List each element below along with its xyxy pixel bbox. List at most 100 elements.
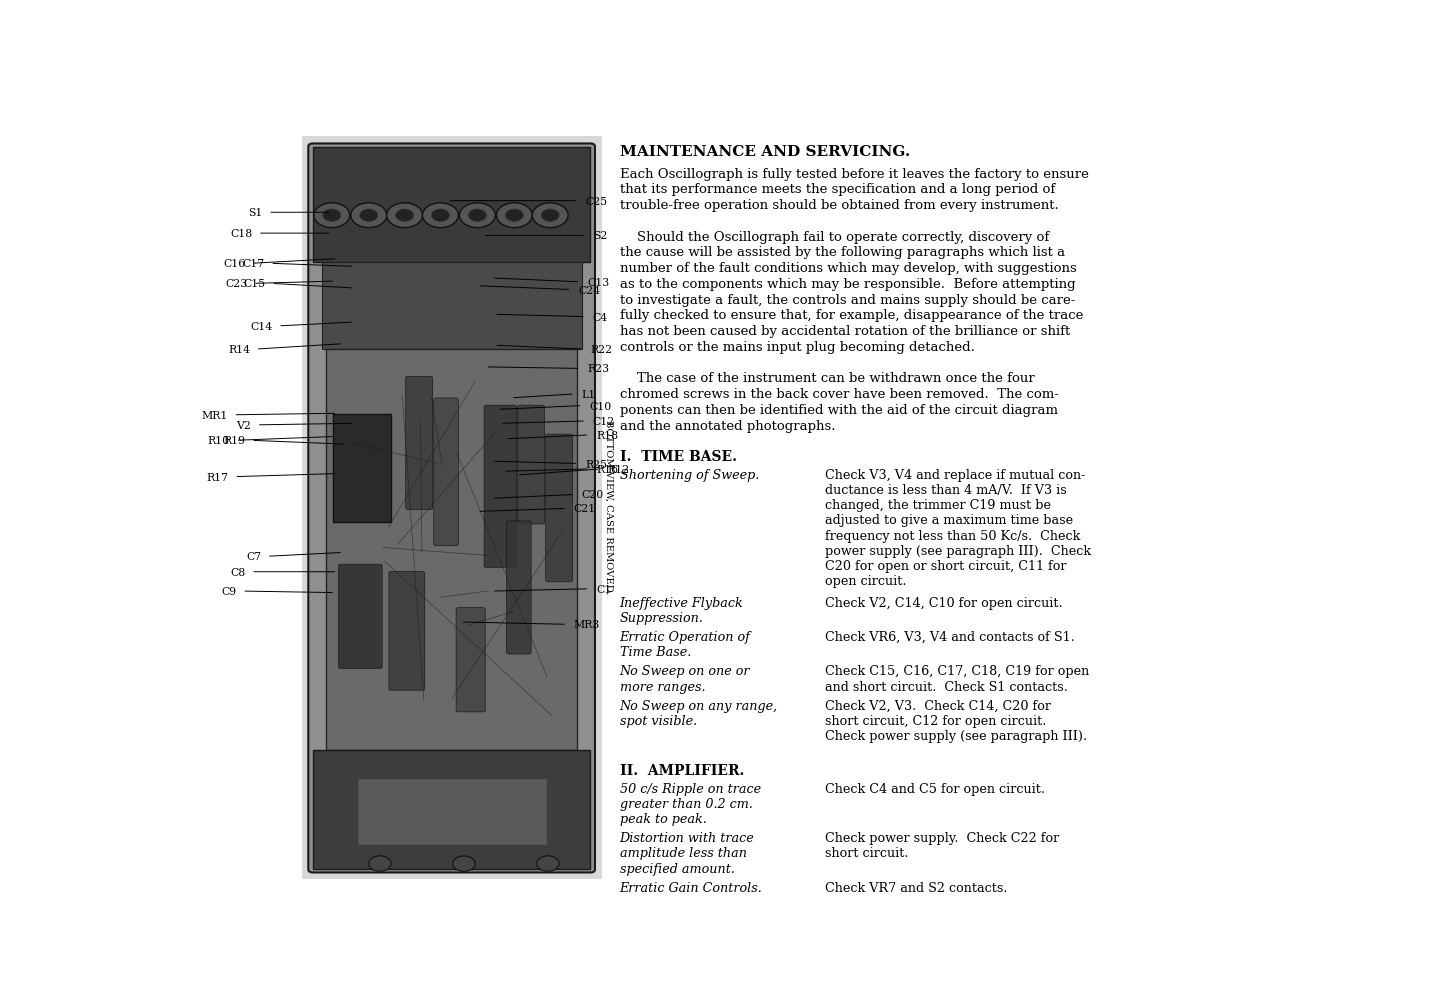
Text: MAINTENANCE AND SERVICING.: MAINTENANCE AND SERVICING. xyxy=(620,145,910,159)
Text: Check VR6, V3, V4 and contacts of S1.: Check VR6, V3, V4 and contacts of S1. xyxy=(825,631,1074,644)
Text: R23: R23 xyxy=(587,364,610,374)
Circle shape xyxy=(322,210,341,223)
Text: No Sweep on any range,: No Sweep on any range, xyxy=(620,699,777,712)
Text: L1: L1 xyxy=(581,389,595,399)
Text: Distortion with trace: Distortion with trace xyxy=(620,831,754,845)
Text: C25: C25 xyxy=(585,197,607,207)
Text: Erratic Operation of: Erratic Operation of xyxy=(620,631,750,644)
Text: II.  AMPLIFIER.: II. AMPLIFIER. xyxy=(620,763,744,777)
Text: C23: C23 xyxy=(225,279,249,289)
Text: C14: C14 xyxy=(250,322,273,332)
Text: C16: C16 xyxy=(224,259,246,269)
Text: C15: C15 xyxy=(244,279,266,289)
Text: changed, the trimmer C19 must be: changed, the trimmer C19 must be xyxy=(825,498,1051,512)
Text: R10: R10 xyxy=(208,436,230,446)
Bar xyxy=(332,414,392,523)
Text: C8: C8 xyxy=(230,567,246,577)
Circle shape xyxy=(387,204,422,229)
Bar xyxy=(312,147,591,263)
Text: MR1: MR1 xyxy=(201,410,228,420)
Text: C18: C18 xyxy=(230,229,253,239)
Text: R17: R17 xyxy=(207,472,228,482)
Text: chromed screws in the back cover have been removed.  The com-: chromed screws in the back cover have be… xyxy=(620,387,1059,400)
Text: Check V3, V4 and replace if mutual con-: Check V3, V4 and replace if mutual con- xyxy=(825,468,1085,481)
Text: specified amount.: specified amount. xyxy=(620,862,734,875)
Circle shape xyxy=(360,210,377,223)
Circle shape xyxy=(497,204,532,229)
Circle shape xyxy=(314,204,350,229)
Text: R25: R25 xyxy=(585,459,607,469)
Text: Suppression.: Suppression. xyxy=(620,612,704,625)
Circle shape xyxy=(368,856,392,872)
FancyBboxPatch shape xyxy=(308,144,595,873)
Text: fully checked to ensure that, for example, disappearance of the trace: fully checked to ensure that, for exampl… xyxy=(620,309,1082,322)
Bar xyxy=(357,779,546,845)
Text: short circuit, C12 for open circuit.: short circuit, C12 for open circuit. xyxy=(825,714,1046,727)
Text: R12: R12 xyxy=(607,464,630,474)
Text: ponents can then be identified with the aid of the circuit diagram: ponents can then be identified with the … xyxy=(620,403,1058,416)
Text: Each Oscillograph is fully tested before it leaves the factory to ensure: Each Oscillograph is fully tested before… xyxy=(620,168,1088,181)
FancyBboxPatch shape xyxy=(517,406,545,525)
Text: C12: C12 xyxy=(592,416,616,426)
Circle shape xyxy=(532,204,568,229)
FancyBboxPatch shape xyxy=(484,406,517,568)
FancyBboxPatch shape xyxy=(457,608,486,712)
Bar xyxy=(181,120,616,893)
Circle shape xyxy=(460,204,496,229)
Circle shape xyxy=(422,204,458,229)
Text: Check V2, C14, C10 for open circuit.: Check V2, C14, C10 for open circuit. xyxy=(825,597,1062,609)
Bar xyxy=(302,137,601,879)
Bar xyxy=(322,263,581,350)
Text: trouble-free operation should be obtained from every instrument.: trouble-free operation should be obtaine… xyxy=(620,199,1058,212)
Text: S2: S2 xyxy=(592,232,607,241)
Text: The case of the instrument can be withdrawn once the four: The case of the instrument can be withdr… xyxy=(620,372,1035,385)
FancyBboxPatch shape xyxy=(406,377,432,510)
Text: Check VR7 and S2 contacts.: Check VR7 and S2 contacts. xyxy=(825,881,1007,894)
Text: power supply (see paragraph III).  Check: power supply (see paragraph III). Check xyxy=(825,545,1091,558)
Text: Time Base.: Time Base. xyxy=(620,646,691,659)
Text: Erratic Gain Controls.: Erratic Gain Controls. xyxy=(620,881,763,894)
Text: to investigate a fault, the controls and mains supply should be care-: to investigate a fault, the controls and… xyxy=(620,293,1075,306)
Text: BOTTOM VIEW, CASE REMOVED.: BOTTOM VIEW, CASE REMOVED. xyxy=(604,419,613,594)
Circle shape xyxy=(506,210,523,223)
Circle shape xyxy=(396,210,413,223)
Text: short circuit.: short circuit. xyxy=(825,847,907,860)
Text: C4: C4 xyxy=(592,312,608,322)
Text: as to the components which may be responsible.  Before attempting: as to the components which may be respon… xyxy=(620,278,1075,291)
Text: C24: C24 xyxy=(578,285,600,295)
Text: number of the fault conditions which may develop, with suggestions: number of the fault conditions which may… xyxy=(620,262,1077,275)
Text: S1: S1 xyxy=(249,208,263,218)
Text: MR3: MR3 xyxy=(574,620,600,630)
Text: controls or the mains input plug becoming detached.: controls or the mains input plug becomin… xyxy=(620,340,974,353)
Text: ductance is less than 4 mA/V.  If V3 is: ductance is less than 4 mA/V. If V3 is xyxy=(825,483,1066,496)
Text: C17: C17 xyxy=(243,259,264,269)
Text: 50 c/s Ripple on trace: 50 c/s Ripple on trace xyxy=(620,781,760,794)
FancyBboxPatch shape xyxy=(546,434,572,582)
Circle shape xyxy=(432,210,449,223)
Circle shape xyxy=(536,856,559,872)
Text: that its performance meets the specification and a long period of: that its performance meets the specifica… xyxy=(620,184,1055,197)
Text: Check V2, V3.  Check C14, C20 for: Check V2, V3. Check C14, C20 for xyxy=(825,699,1051,712)
Text: C1: C1 xyxy=(597,584,611,594)
Text: amplitude less than: amplitude less than xyxy=(620,847,747,860)
Text: greater than 0.2 cm.: greater than 0.2 cm. xyxy=(620,797,753,810)
Text: V2: V2 xyxy=(237,420,251,430)
Circle shape xyxy=(468,210,487,223)
FancyBboxPatch shape xyxy=(434,398,458,546)
Text: peak to peak.: peak to peak. xyxy=(620,812,707,825)
Text: R14: R14 xyxy=(228,345,250,355)
Text: C10: C10 xyxy=(590,401,611,411)
Text: more ranges.: more ranges. xyxy=(620,680,705,693)
Bar xyxy=(312,750,591,870)
Circle shape xyxy=(351,204,387,229)
Text: Should the Oscillograph fail to operate correctly, discovery of: Should the Oscillograph fail to operate … xyxy=(620,231,1049,244)
Text: open circuit.: open circuit. xyxy=(825,575,906,588)
Text: R18: R18 xyxy=(597,430,618,440)
Text: Ineffective Flyback: Ineffective Flyback xyxy=(620,597,743,609)
Text: Check C4 and C5 for open circuit.: Check C4 and C5 for open circuit. xyxy=(825,781,1045,794)
Text: R16: R16 xyxy=(597,464,618,474)
Circle shape xyxy=(542,210,559,223)
Text: C9: C9 xyxy=(221,587,237,597)
Text: spot visible.: spot visible. xyxy=(620,714,696,727)
Text: C20 for open or short circuit, C11 for: C20 for open or short circuit, C11 for xyxy=(825,560,1066,573)
